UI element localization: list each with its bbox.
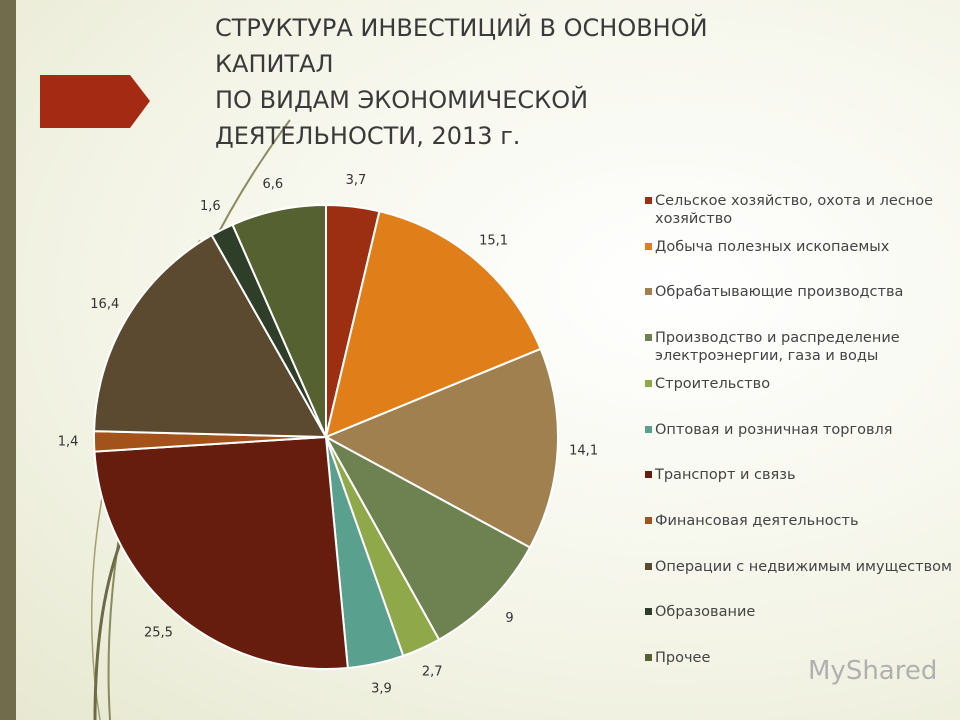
- data-label: 3,9: [371, 681, 392, 696]
- legend-item: Оптовая и розничная торговля: [645, 421, 955, 439]
- watermark: MyShared: [808, 656, 938, 686]
- pie-slice: [323, 434, 532, 641]
- legend-label: Операции с недвижимым имуществом: [655, 558, 952, 575]
- legend-label: Транспорт и связь: [655, 467, 796, 484]
- legend-swatch: [645, 654, 652, 661]
- data-label: 16,4: [90, 297, 119, 312]
- pie-slice: [93, 233, 328, 439]
- legend-label: Финансовая деятельность: [655, 512, 859, 529]
- legend-swatch: [645, 562, 652, 570]
- side-strip: [0, 0, 16, 720]
- legend-item: Производство и распределение электроэнер…: [645, 329, 955, 365]
- legend-label: Производство и распределение электроэнер…: [655, 330, 900, 365]
- legend-label: Обрабатывающие производства: [655, 284, 904, 301]
- legend-swatch: [645, 379, 652, 387]
- legend-label: Добыча полезных ископаемых: [655, 238, 890, 255]
- legend-item: Сельское хозяйство, охота и лесное хозяй…: [645, 192, 955, 228]
- legend-item: Транспорт и связь: [645, 466, 955, 484]
- legend-swatch: [645, 608, 652, 616]
- legend-item: Операции с недвижимым имуществом: [645, 558, 955, 576]
- legend-label: Сельское хозяйство, охота и лесное хозяй…: [655, 193, 934, 227]
- pie-slice: [231, 203, 327, 438]
- data-label: 1,4: [58, 434, 79, 449]
- legend-swatch: [645, 242, 652, 250]
- legend-swatch: [645, 334, 652, 342]
- legend-label: Оптовая и розничная торговля: [655, 421, 893, 438]
- data-label: 6,6: [263, 177, 284, 192]
- data-label: 1,6: [200, 199, 221, 214]
- legend-label: Прочее: [655, 650, 711, 666]
- data-label: 25,5: [144, 626, 173, 641]
- legend-item: Финансовая деятельность: [645, 512, 955, 530]
- legend-swatch: [645, 516, 652, 524]
- legend-label: Образование: [655, 604, 756, 621]
- legend-swatch: [645, 425, 652, 433]
- pie-slice: [324, 210, 542, 439]
- legend-item: Добыча полезных ископаемых: [645, 238, 955, 256]
- data-label: 15,1: [479, 233, 508, 248]
- legend-label: Строительство: [655, 375, 771, 392]
- legend-swatch: [645, 288, 652, 296]
- chart-title: СТРУКТУРА ИНВЕСТИЦИЙ В ОСНОВНОЙ КАПИТАЛ …: [215, 14, 708, 150]
- legend-swatch: [645, 471, 652, 479]
- arrow-decoration: [40, 75, 150, 128]
- data-label: 9: [505, 611, 513, 626]
- legend-item: Образование: [645, 603, 955, 621]
- legend-item: Прочее: [645, 649, 955, 667]
- pie: 3,7 15,1 14,1 9 2,7 3,9 25,5 1,4 16,4 1,6 6,6: [58, 173, 598, 696]
- data-label: 14,1: [569, 443, 598, 458]
- legend-item: Строительство: [645, 375, 955, 393]
- pie-slice: [323, 347, 559, 549]
- legend-item: Обрабатывающие производства: [645, 283, 955, 301]
- pie-slice: [93, 435, 349, 670]
- data-label: 3,7: [346, 173, 367, 188]
- legend-swatch: [645, 197, 652, 204]
- data-label: 2,7: [422, 665, 443, 680]
